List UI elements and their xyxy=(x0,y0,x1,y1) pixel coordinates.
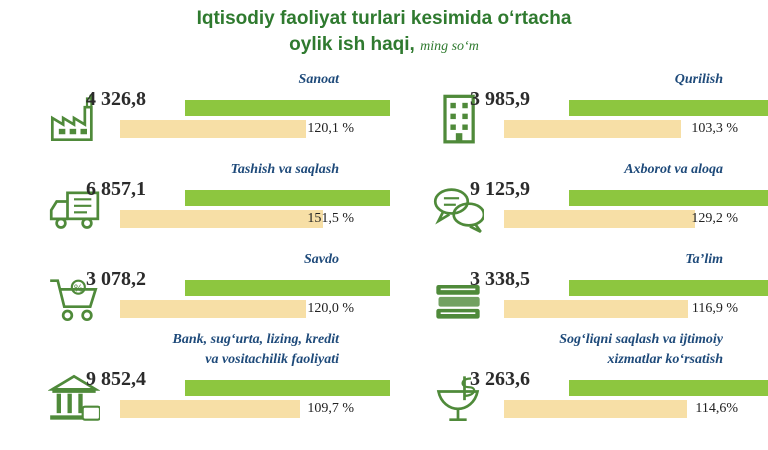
title-line-1: Iqtisodiy faoliyat turlari kesimida o‘rt… xyxy=(196,8,572,29)
truck-icon xyxy=(48,182,100,234)
category-label-line: Savdo xyxy=(304,252,339,267)
value-label: 9 125,9 xyxy=(470,178,530,200)
value-bar xyxy=(569,190,768,206)
index-label: 120,1 % xyxy=(307,121,354,136)
value-label: 3 263,6 xyxy=(470,368,530,390)
index-bar xyxy=(120,120,306,138)
title-unit: ming so‘m xyxy=(420,39,479,54)
title-line-2-text: oylik ish haqi, xyxy=(289,34,415,55)
chart-item: Axborot va aloqa 9 125,9 129,2 % xyxy=(384,162,768,260)
index-label: 116,9 % xyxy=(691,301,738,316)
chart-item: Ta’lim 3 338,5 116,9 % xyxy=(384,252,768,350)
value-bar xyxy=(185,280,390,296)
category-label: Sanoat xyxy=(79,72,339,88)
chart-item: Sog‘liqni saqlash va ijtimoiy xizmatlar k… xyxy=(384,332,768,450)
category-label-line: va vositachilik faoliyati xyxy=(205,352,339,367)
category-label: Tashish va saqlash xyxy=(79,162,339,178)
chart-item: Tashish va saqlash 6 857,1 151,5 % xyxy=(0,162,390,260)
category-label: Sog‘liqni saqlash va ijtimoiy xizmatlar k… xyxy=(463,330,723,370)
value-label: 3 985,9 xyxy=(470,88,530,110)
category-label-line: Ta’lim xyxy=(685,252,723,267)
value-label: 6 857,1 xyxy=(86,178,146,200)
category-label-line: Qurilish xyxy=(674,72,723,87)
shopping-cart-icon: % xyxy=(48,272,100,324)
value-bar xyxy=(569,380,768,396)
category-label-line: Axborot va aloqa xyxy=(624,162,723,177)
chart-item: Sanoat 4 326,8 120,1 % xyxy=(0,72,390,170)
category-label: Qurilish xyxy=(463,72,723,88)
svg-text:%: % xyxy=(74,284,83,295)
value-label: 4 326,8 xyxy=(86,88,146,110)
index-label: 103,3 % xyxy=(691,121,738,136)
index-bar xyxy=(504,300,688,318)
index-bar xyxy=(120,210,323,228)
chart-item: Qurilish 3 985,9 103,3 % xyxy=(384,72,768,170)
value-label: 3 078,2 xyxy=(86,268,146,290)
value-bar xyxy=(185,380,390,396)
category-label-line: Bank, sug‘urta, lizing, kredit xyxy=(172,332,340,347)
category-label: Axborot va aloqa xyxy=(463,162,723,178)
category-label-line: Sanoat xyxy=(298,72,339,87)
index-bar xyxy=(120,400,300,418)
index-bar xyxy=(504,210,695,228)
index-label: 114,6% xyxy=(695,401,738,416)
books-icon xyxy=(432,272,484,324)
category-label-line: Tashish va saqlash xyxy=(230,162,339,177)
value-bar xyxy=(185,190,390,206)
value-label: 9 852,4 xyxy=(86,368,146,390)
chart-item: Bank, sug‘urta, lizing, kredit va vositac… xyxy=(0,332,390,450)
index-label: 129,2 % xyxy=(691,211,738,226)
index-bar xyxy=(504,400,687,418)
index-bar xyxy=(504,120,681,138)
category-label: Bank, sug‘urta, lizing, kredit va vositac… xyxy=(79,330,340,370)
title-line-2: oylik ish haqi, ming so‘m xyxy=(0,32,768,60)
value-bar xyxy=(185,100,390,116)
index-bar xyxy=(120,300,306,318)
index-label: 120,0 % xyxy=(307,301,354,316)
value-bar xyxy=(569,280,768,296)
chat-bubbles-icon xyxy=(432,182,486,234)
category-label: Savdo xyxy=(79,252,339,268)
index-label: 109,7 % xyxy=(307,401,354,416)
chart-item: % Savdo 3 078,2 120,0 % xyxy=(0,252,390,350)
index-label: 151,5 % xyxy=(307,211,354,226)
category-label-line: Sog‘liqni saqlash va ijtimoiy xyxy=(559,332,723,347)
category-label-line: xizmatlar ko‘rsatish xyxy=(607,352,723,367)
factory-icon xyxy=(48,92,100,144)
building-icon xyxy=(432,92,484,144)
value-bar xyxy=(569,100,768,116)
caduceus-icon xyxy=(432,372,484,424)
chart-title: Iqtisodiy faoliyat turlari kesimida o‘rt… xyxy=(0,6,768,60)
value-label: 3 338,5 xyxy=(470,268,530,290)
category-label: Ta’lim xyxy=(463,252,723,268)
bank-icon xyxy=(47,372,102,424)
